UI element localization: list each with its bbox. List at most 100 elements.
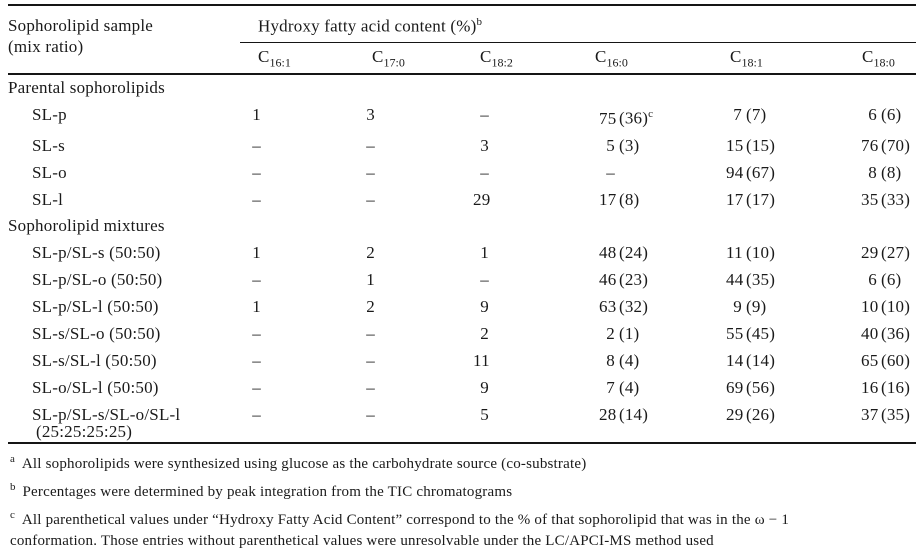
value-integer: 1	[252, 105, 261, 124]
table-row: SL-s – –3 5 (3) 15 (15) 76 (70)	[8, 132, 916, 159]
group-header-footnote-mark: b	[476, 16, 482, 28]
value-cell: 29 (27)	[830, 239, 916, 266]
value-integer: 1	[252, 296, 261, 316]
value-cell: 65 (60)	[830, 347, 916, 374]
sample-name-line1: SL-s	[32, 135, 65, 155]
value-integer: 14	[726, 350, 744, 370]
value-cell: 14 (14)	[700, 347, 830, 374]
value-integer: 2	[606, 323, 615, 343]
value-cell: 76 (70)	[830, 132, 916, 159]
value-integer: 3	[366, 105, 375, 124]
value-integer: 17	[726, 189, 744, 209]
value-cell: 37 (35)	[830, 400, 917, 444]
value-integer: 2	[480, 323, 489, 343]
sample-name-line1: SL-s/SL-o (50:50)	[32, 323, 161, 343]
value-cell: 3	[356, 101, 468, 132]
value-integer: 17	[599, 189, 617, 209]
value-cell: 5	[468, 400, 560, 444]
value-cell: 1	[240, 293, 356, 320]
value-cell: 40 (36)	[830, 320, 916, 347]
value-cell: 2	[356, 239, 468, 266]
value-integer: –	[480, 162, 489, 182]
value-cell: 35 (33)	[830, 186, 916, 213]
sample-name: SL-p/SL-s/SL-o/SL-l (25:25:25:25)	[8, 400, 240, 444]
value-parenthetical: (8)	[881, 162, 902, 182]
value-parenthetical: (35)	[746, 269, 776, 289]
value-parenthetical: (67)	[746, 162, 776, 182]
value-parenthetical: (70)	[881, 135, 911, 155]
column-header-subscript: 17:0	[383, 55, 405, 70]
value-cell: 8 (8)	[830, 159, 916, 186]
sample-name-line1: SL-p/SL-o (50:50)	[32, 269, 163, 289]
value-parenthetical: (3)	[619, 135, 640, 155]
sample-name-line1: SL-l	[32, 189, 64, 209]
value-integer: –	[252, 404, 261, 424]
value-integer: 9	[733, 296, 742, 316]
value-integer: –	[366, 162, 375, 182]
table-row: SL-o – – – –94 (67) 8 (8)	[8, 159, 916, 186]
value-integer: 37	[861, 404, 879, 424]
value-cell: 16 (16)	[830, 374, 916, 401]
value-parenthetical: (36)	[881, 323, 911, 343]
column-header-subscript: 16:1	[269, 55, 291, 70]
value-parenthetical: (17)	[746, 189, 776, 209]
sample-name: SL-s/SL-o (50:50)	[8, 320, 240, 347]
footnote-c: c All parenthetical values under “Hydroxy…	[8, 505, 916, 552]
sample-name: SL-p/SL-l (50:50)	[8, 293, 240, 320]
value-integer: 5	[606, 135, 615, 155]
header-row-columns: C16:1 C17:0 C18:2 C16:0 C18:1 C18:0	[8, 42, 917, 75]
value-integer: –	[366, 323, 375, 343]
column-header-c18-1: C18:1	[700, 42, 830, 75]
value-cell: 2 (1)	[560, 320, 700, 347]
value-cell: 44 (35)	[700, 266, 830, 293]
value-cell: 10 (10)	[830, 293, 916, 320]
sample-name-line2: (25:25:25:25)	[36, 421, 133, 441]
value-integer: 76	[861, 135, 879, 155]
footnote-b: b Percentages were determined by peak int…	[8, 477, 916, 503]
value-integer: 65	[861, 350, 879, 370]
value-integer: 10	[861, 296, 879, 316]
value-integer: –	[252, 323, 261, 343]
value-cell: 9	[468, 293, 560, 320]
value-parenthetical: (45)	[746, 323, 776, 343]
value-footnote-mark: c	[648, 108, 654, 120]
value-integer: 7	[606, 377, 615, 397]
value-integer: 5	[480, 404, 489, 424]
sample-name-line1: SL-p/SL-l (50:50)	[32, 296, 159, 316]
value-cell: 9 (9)	[700, 293, 830, 320]
value-integer: 1	[366, 269, 375, 289]
value-integer: 29	[473, 189, 491, 209]
group-header-label: Hydroxy fatty acid content (%)	[258, 16, 477, 36]
value-integer: –	[366, 377, 375, 397]
value-parenthetical: (10)	[881, 296, 911, 316]
sample-name: SL-p/SL-s (50:50)	[8, 239, 240, 266]
value-cell: –	[240, 400, 356, 444]
table-row: SL-p/SL-l (50:50) 1 2 9 63 (32) 9 (9) 10 (10)	[8, 293, 916, 320]
value-integer: 1	[480, 242, 489, 262]
sample-name-line1: SL-o/SL-l (50:50)	[32, 377, 159, 397]
value-cell: 1	[468, 239, 560, 266]
value-integer: 8	[868, 162, 877, 182]
column-header-base: C	[480, 47, 492, 66]
column-header-base: C	[258, 47, 270, 66]
table-row: SL-o/SL-l (50:50) – –9 7 (4) 69 (56) 16 (16)	[8, 374, 916, 401]
footnotes: a All sophorolipids were synthesized usin…	[8, 449, 916, 552]
value-integer: 16	[861, 377, 879, 397]
table-row: SL-l – –29 17 (8) 17 (17) 35 (33)	[8, 186, 916, 213]
value-integer: 11	[473, 350, 490, 370]
value-cell: 1	[240, 239, 356, 266]
table-row: SL-s/SL-l (50:50) – –11 8 (4) 14 (14) 65 (60)	[8, 347, 916, 374]
table-row: SL-p/SL-o (50:50) –1–46 (23) 44 (35) 6 (6)	[8, 266, 916, 293]
value-cell: 9	[468, 374, 560, 401]
value-cell: 94 (67)	[700, 159, 830, 186]
value-parenthetical: (1)	[619, 323, 640, 343]
value-parenthetical: (60)	[881, 350, 911, 370]
value-integer: 28	[599, 404, 617, 424]
value-parenthetical: (4)	[619, 377, 640, 397]
column-header-c18-2: C18:2	[468, 42, 560, 75]
value-integer: 6	[868, 269, 877, 289]
value-cell: 63 (32)	[560, 293, 700, 320]
footnote-mark: b	[10, 480, 16, 493]
value-cell: 6 (6)	[830, 101, 916, 132]
column-header-base: C	[372, 47, 384, 66]
